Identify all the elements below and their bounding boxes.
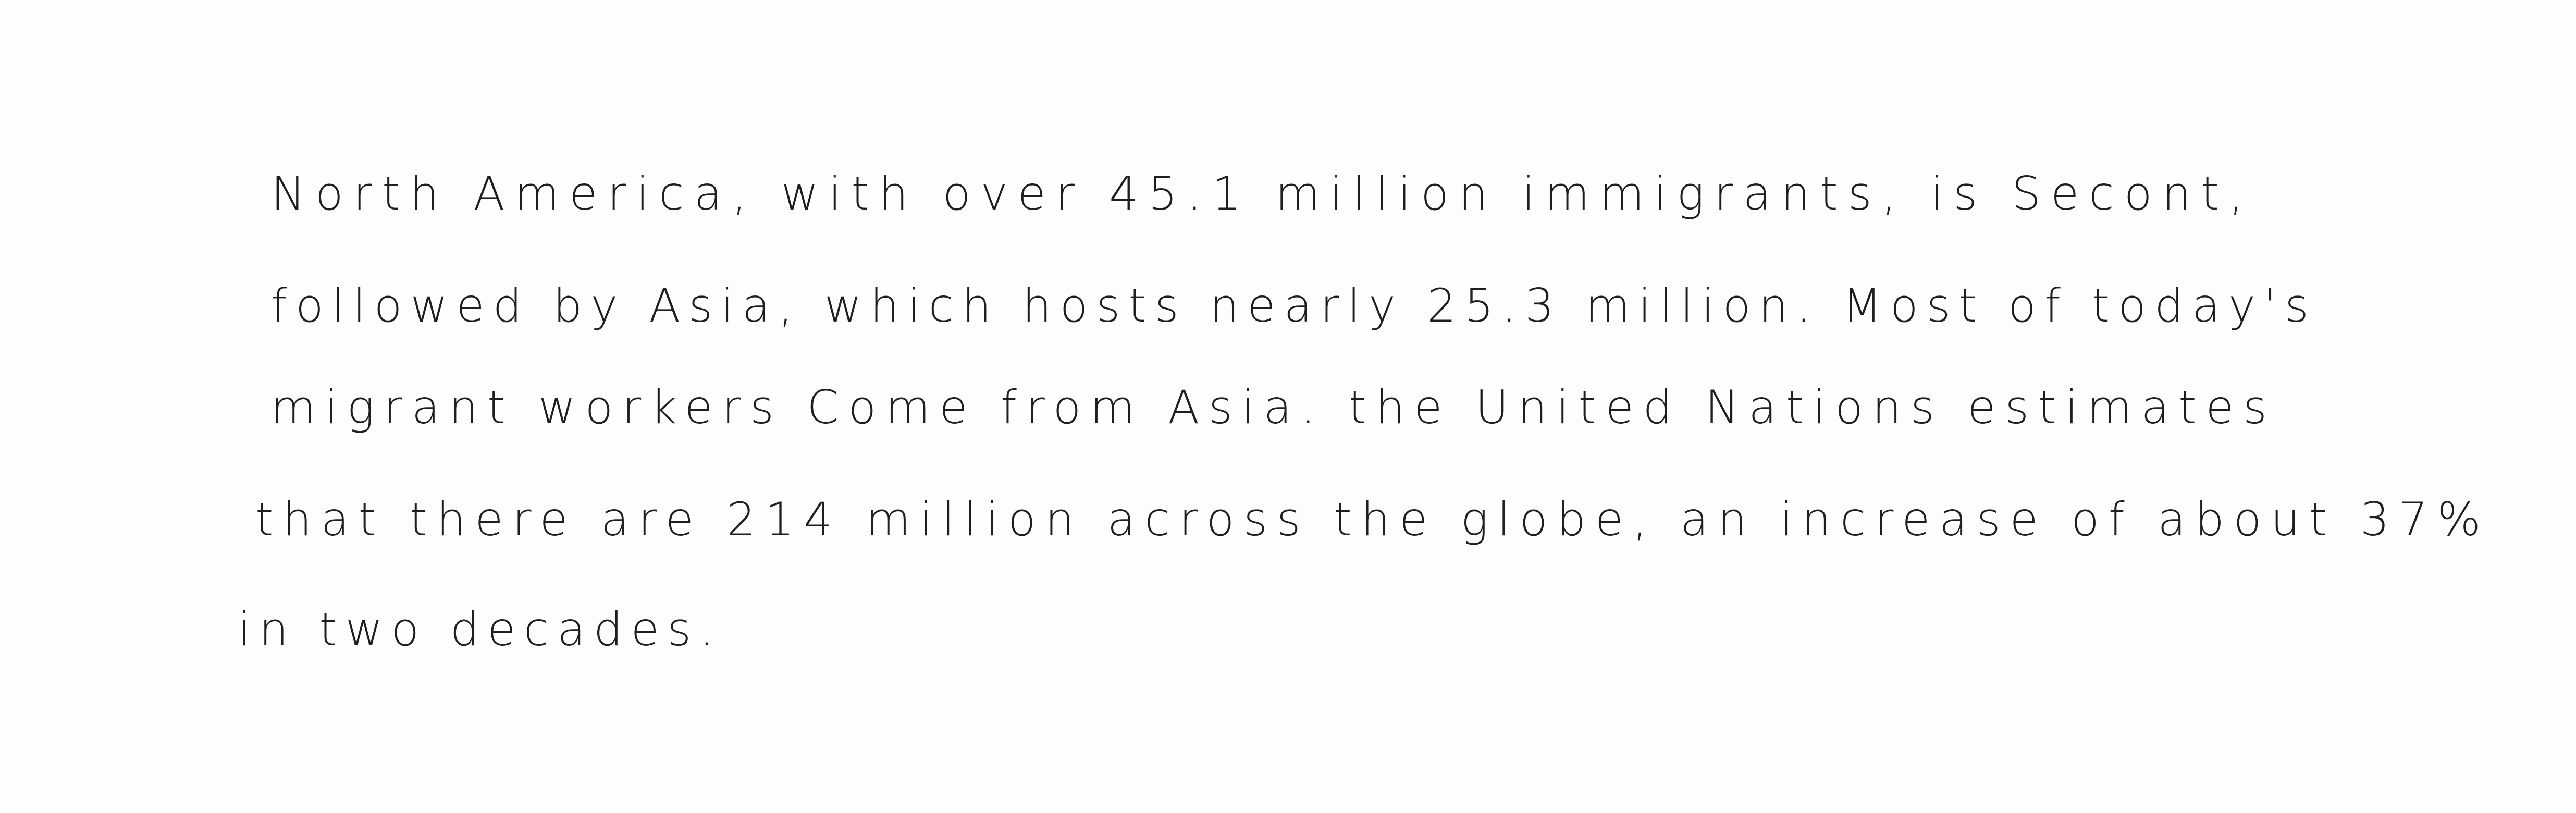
text-line: in two decades. [238,602,714,656]
text-line: migrant workers Come from Asia. the Unit… [271,380,2267,434]
text-line: followed by Asia, which hosts nearly 25.… [271,279,2309,332]
text-line: that there are 214 million across the gl… [255,492,2481,546]
